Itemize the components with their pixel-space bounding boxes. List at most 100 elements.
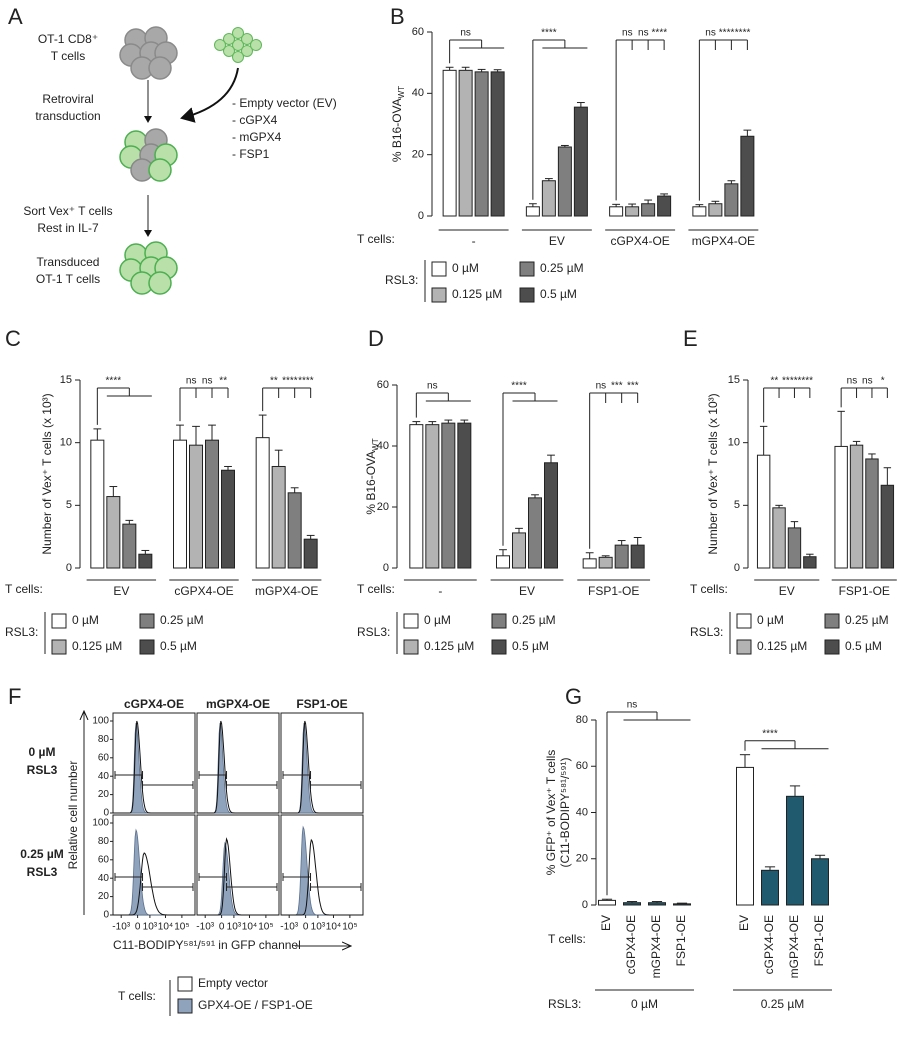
bar	[880, 484, 895, 569]
sig-label: ns	[202, 376, 213, 387]
bar	[609, 206, 624, 217]
y-axis-label: % GFP⁺ of Vex⁺ T cells	[544, 750, 558, 876]
bar	[849, 444, 864, 569]
y-tick-label: 10	[728, 437, 740, 449]
sig-label: ****	[298, 376, 314, 387]
bar	[106, 496, 121, 569]
sig-label: ****	[719, 28, 735, 39]
y-tick-label: 60	[576, 760, 588, 772]
y-tick-label: 5	[734, 499, 740, 511]
x-tick-label: FSP1-OE	[674, 915, 688, 966]
legend-label: 0.25 µM	[160, 613, 204, 627]
bar	[787, 527, 802, 569]
y-axis-label: % B16-OVAWT	[390, 86, 406, 162]
panel-letter: E	[683, 326, 698, 351]
y-axis-label-sub: WT	[371, 438, 380, 451]
sig-label: **	[270, 376, 278, 387]
y-tick-label: 10	[60, 437, 72, 449]
virus	[241, 45, 253, 57]
bar	[512, 532, 526, 569]
bar	[221, 469, 235, 569]
legend-swatch	[431, 287, 447, 303]
y-axis-label: Relative cell number	[66, 761, 80, 870]
bar	[641, 203, 656, 217]
sig-label: ****	[782, 376, 798, 387]
y-tick-label: 0	[734, 562, 740, 574]
bar	[173, 439, 187, 569]
group-label: -	[472, 234, 476, 248]
legend-swatch	[824, 639, 840, 655]
legend-swatch	[519, 261, 535, 277]
y-tick-label: 60	[98, 752, 110, 763]
y-axis-label: Number of Vex⁺ T cells (x 10³)	[706, 393, 720, 554]
legend-swatch	[403, 639, 419, 655]
histogram-frame	[280, 712, 364, 814]
cell	[148, 158, 172, 182]
group-label: EV	[113, 584, 129, 598]
bar	[425, 424, 440, 569]
column-title: cGPX4-OE	[124, 697, 184, 711]
legend-swatch	[431, 261, 447, 277]
y-tick-label: 0	[418, 210, 424, 222]
bar	[541, 180, 556, 217]
bar	[255, 437, 270, 569]
histogram-frame	[280, 814, 364, 916]
y-tick-label: 100	[92, 818, 109, 829]
bar	[409, 424, 424, 569]
group-title: RSL3:	[548, 997, 581, 1011]
legend-label: 0.125 µM	[757, 639, 807, 653]
y-axis-label-main: Number of Vex⁺ T cells (x 10³)	[40, 393, 54, 554]
group-label: FSP1-OE	[839, 584, 890, 598]
bar	[736, 766, 754, 906]
bar	[673, 903, 691, 906]
histogram-frame	[112, 712, 196, 814]
sig-label: ****	[282, 376, 298, 387]
legend-label: 0.25 µM	[540, 261, 584, 275]
x-tick-label: 0	[135, 922, 141, 933]
y-tick-label: 80	[576, 714, 588, 726]
sig-label: ****	[762, 728, 778, 739]
legend-swatch	[736, 639, 752, 655]
legend-label: 0.5 µM	[160, 639, 197, 653]
bar	[598, 556, 613, 569]
legend-label: 0.125 µM	[424, 639, 474, 653]
panel-letter: C	[5, 326, 21, 351]
y-tick-label: 80	[98, 836, 110, 847]
bar	[122, 523, 137, 569]
x-tick-label: -10³	[196, 922, 214, 933]
group-label: cGPX4-OE	[174, 584, 233, 598]
sig-label: ns	[427, 381, 438, 392]
construct-label: - mGPX4	[232, 130, 282, 144]
legend-swatch	[139, 639, 155, 655]
panel-letter: B	[390, 4, 405, 29]
y-tick-label: 0	[103, 808, 109, 819]
x-tick-label: mGPX4-OE	[649, 915, 663, 978]
x-tick-label: 0	[303, 922, 309, 933]
bar	[803, 556, 817, 569]
y-tick-label: 0	[582, 899, 588, 911]
y-tick-label: 0	[66, 562, 72, 574]
row-label: RSL3	[27, 865, 58, 879]
bar	[441, 422, 456, 569]
bar	[811, 858, 829, 906]
step-label: T cells	[51, 49, 85, 63]
legend-swatch	[51, 639, 67, 655]
sig-label: ****	[541, 28, 557, 39]
virus	[223, 45, 235, 57]
x-tick-label: 10⁴	[158, 922, 173, 933]
row-label: T cells:	[548, 932, 586, 946]
sig-label: ***	[627, 381, 639, 392]
x-tick-label: 10⁵	[174, 922, 189, 933]
legend-label: 0 µM	[757, 613, 784, 627]
y-axis-label: % B16-OVAWT	[364, 438, 380, 514]
x-tick-label: 10³	[311, 922, 326, 933]
group-label: EV	[549, 234, 565, 248]
x-tick-label: EV	[737, 915, 751, 931]
y-axis-label-sub: WT	[397, 86, 406, 99]
bar	[772, 507, 786, 569]
column-title: mGPX4-OE	[206, 697, 270, 711]
panel-letter: G	[565, 684, 582, 709]
y-axis-label: % GFP⁺ of Vex⁺ T cells (C11-BODIPY⁵⁸¹/⁵⁹¹…	[544, 750, 572, 876]
y-tick-label: 60	[98, 854, 110, 865]
